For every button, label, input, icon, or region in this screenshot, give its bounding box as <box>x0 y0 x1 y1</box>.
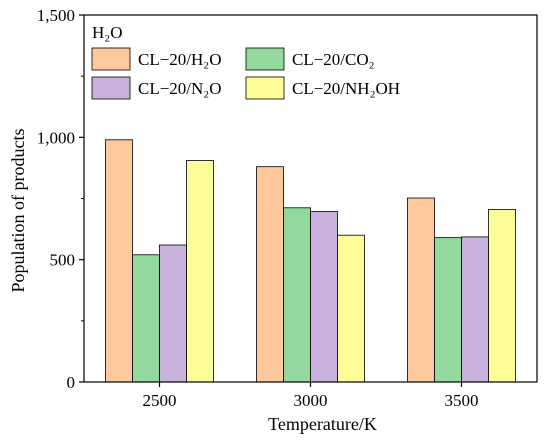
bar <box>488 209 516 383</box>
legend-label: CL−20/CO₂ <box>292 50 375 69</box>
legend-swatch <box>245 47 285 71</box>
bar <box>310 211 338 383</box>
y-tick-label: 1,000 <box>37 128 75 147</box>
x-tick-label: 2500 <box>143 391 177 410</box>
bar <box>283 207 311 383</box>
legend-swatch <box>245 76 285 100</box>
y-tick-label: 0 <box>67 373 76 392</box>
legend-label: CL−20/N₂O <box>138 79 222 98</box>
x-tick-label: 3000 <box>294 391 328 410</box>
legend: CL−20/H₂O CL−20/CO₂ CL−20/N₂O CL−20/NH₂OH <box>91 47 400 100</box>
legend-swatch <box>91 47 131 71</box>
legend-label: CL−20/H₂O <box>138 50 222 69</box>
legend-label: CL−20/NH₂OH <box>292 79 400 98</box>
bar <box>461 236 489 383</box>
bars-group <box>105 139 516 383</box>
legend-swatch <box>91 76 131 100</box>
chart-title: H₂O <box>92 23 122 42</box>
x-axis: 2500 3000 3500 <box>143 382 479 410</box>
bar <box>434 237 462 383</box>
bar <box>256 166 284 383</box>
bar <box>407 197 435 383</box>
bar <box>159 244 187 383</box>
x-tick-label: 3500 <box>445 391 479 410</box>
bar <box>132 254 160 383</box>
y-tick-label: 500 <box>50 251 76 270</box>
y-axis-label: Population of products <box>8 129 28 293</box>
y-axis: 0 500 1,000 1,500 <box>37 6 84 392</box>
bar <box>105 139 133 383</box>
bar <box>186 160 214 383</box>
bar <box>337 234 365 383</box>
x-axis-label: Temperature/K <box>268 414 377 434</box>
y-tick-label: 1,500 <box>37 6 75 25</box>
